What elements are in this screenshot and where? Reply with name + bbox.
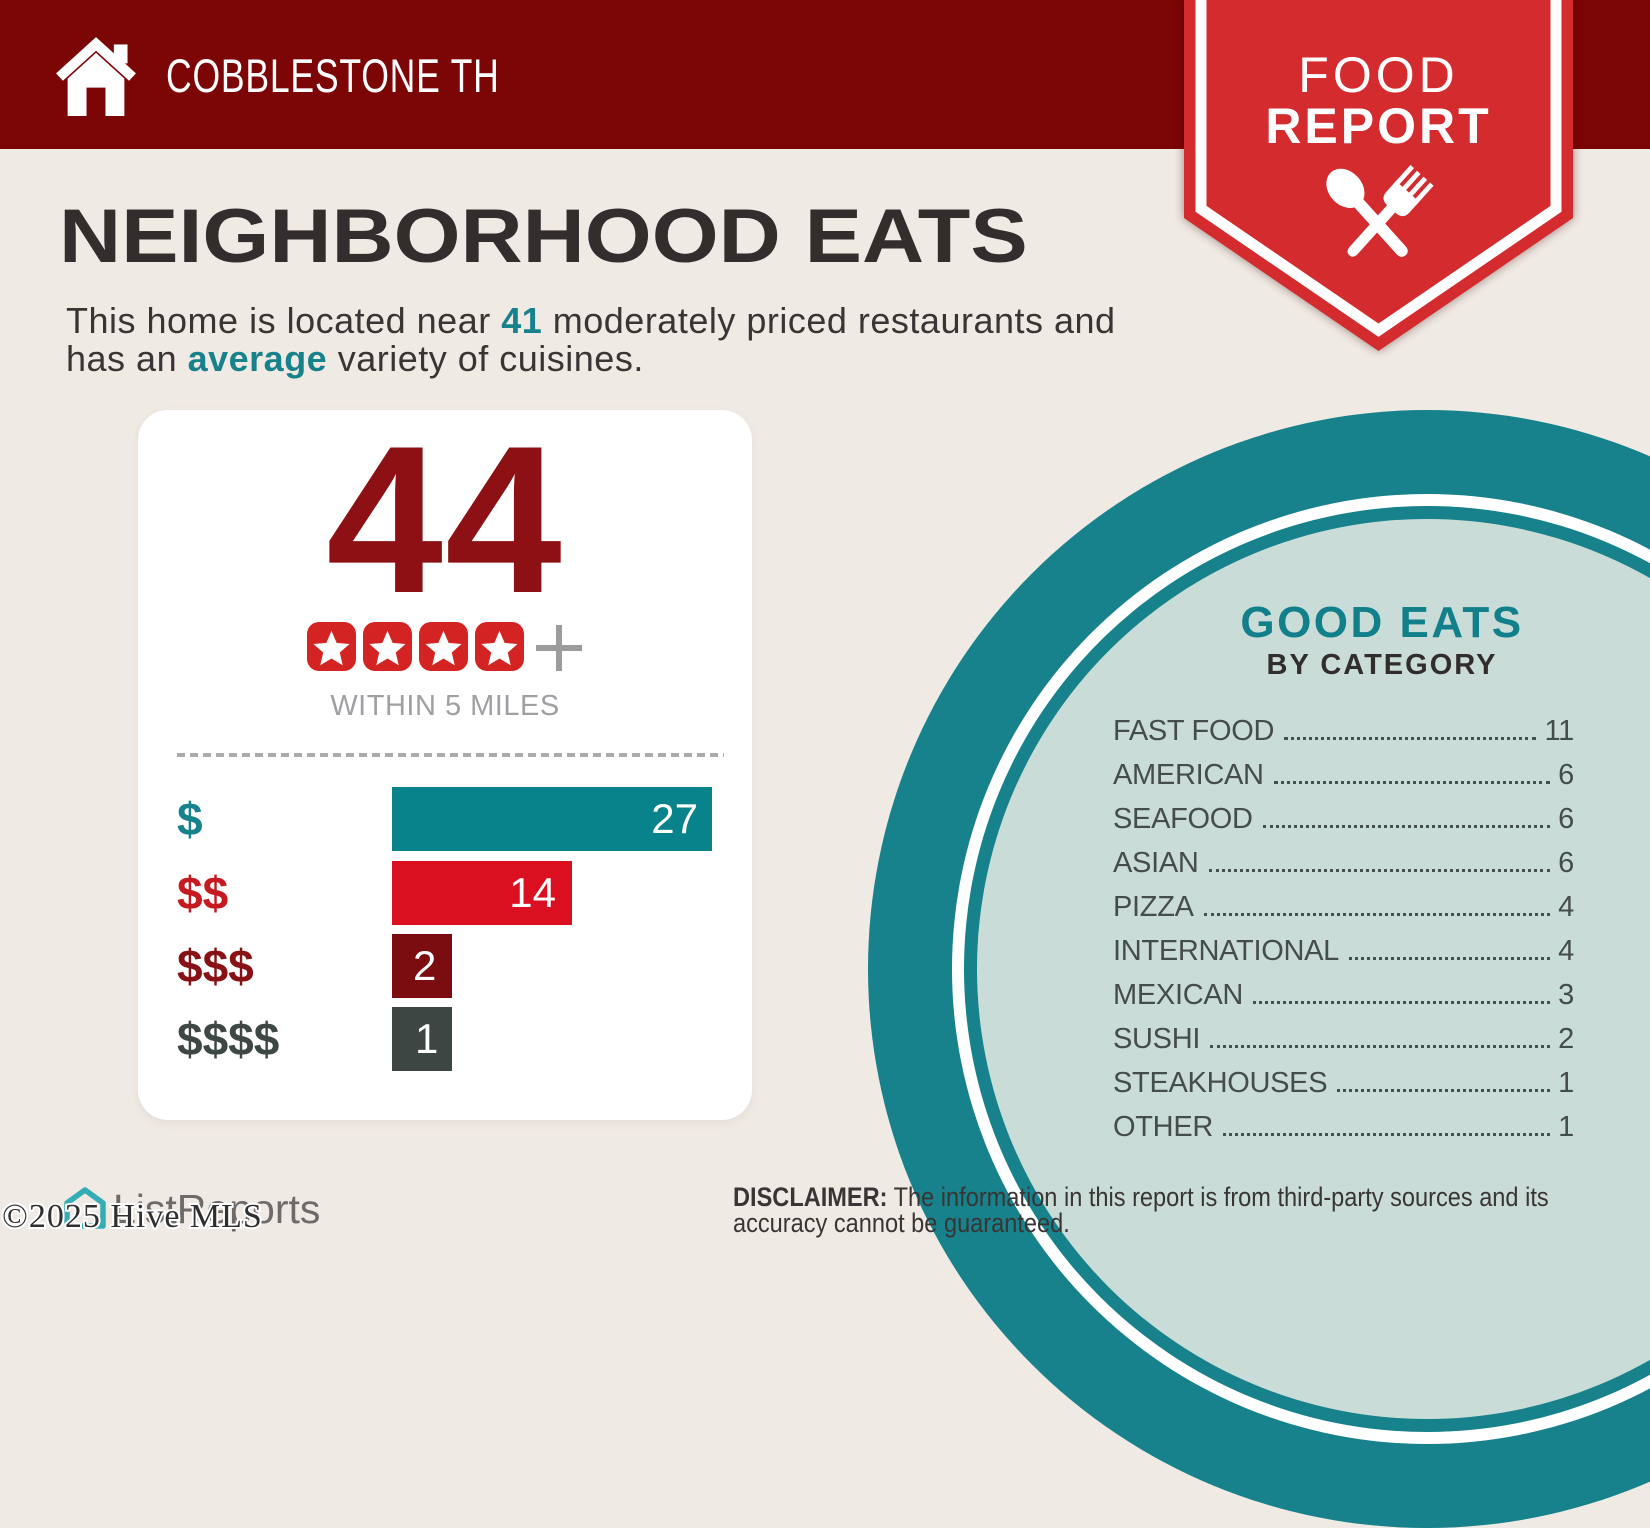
svg-text:FOOD: FOOD [1298,47,1458,103]
svg-text:REPORT: REPORT [1265,98,1491,154]
